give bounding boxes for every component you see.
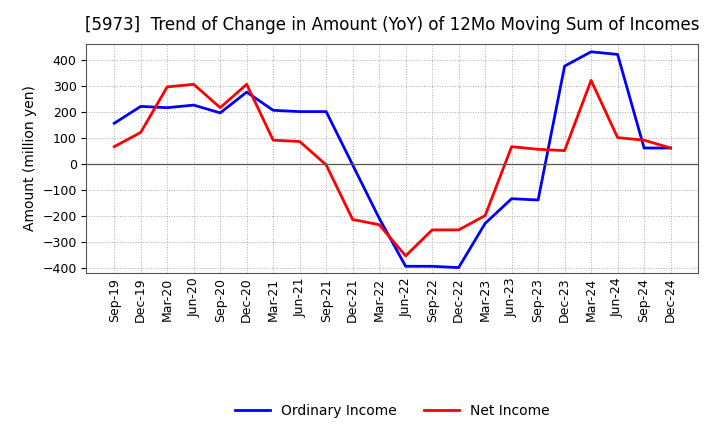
Line: Ordinary Income: Ordinary Income [114, 52, 670, 268]
Net Income [481, 213, 490, 218]
Ordinary Income [534, 198, 542, 203]
Ordinary Income [269, 108, 277, 113]
Net Income [560, 148, 569, 153]
Net Income [587, 78, 595, 83]
Ordinary Income [163, 105, 171, 110]
Net Income [534, 147, 542, 152]
Ordinary Income [560, 63, 569, 69]
Net Income [666, 145, 675, 150]
Net Income [216, 105, 225, 110]
Ordinary Income [243, 89, 251, 95]
Ordinary Income [110, 121, 119, 126]
Ordinary Income [136, 104, 145, 109]
Net Income [348, 217, 357, 222]
Net Income [136, 130, 145, 135]
Ordinary Income [295, 109, 304, 114]
Ordinary Income [401, 264, 410, 269]
Net Income [189, 82, 198, 87]
Ordinary Income [640, 145, 649, 150]
Net Income [295, 139, 304, 144]
Net Income [613, 135, 622, 140]
Net Income [428, 227, 436, 232]
Y-axis label: Amount (million yen): Amount (million yen) [23, 85, 37, 231]
Net Income [454, 227, 463, 232]
Net Income [110, 144, 119, 149]
Ordinary Income [216, 110, 225, 116]
Net Income [401, 253, 410, 259]
Line: Net Income: Net Income [114, 81, 670, 256]
Net Income [375, 222, 384, 227]
Ordinary Income [428, 264, 436, 269]
Title: [5973]  Trend of Change in Amount (YoY) of 12Mo Moving Sum of Incomes: [5973] Trend of Change in Amount (YoY) o… [85, 16, 700, 34]
Net Income [163, 84, 171, 90]
Ordinary Income [587, 49, 595, 55]
Ordinary Income [508, 196, 516, 202]
Ordinary Income [375, 216, 384, 221]
Ordinary Income [481, 221, 490, 226]
Ordinary Income [613, 52, 622, 57]
Legend: Ordinary Income, Net Income: Ordinary Income, Net Income [230, 399, 555, 424]
Ordinary Income [454, 265, 463, 270]
Ordinary Income [322, 109, 330, 114]
Ordinary Income [348, 162, 357, 168]
Net Income [508, 144, 516, 149]
Net Income [640, 138, 649, 143]
Net Income [322, 162, 330, 168]
Net Income [243, 82, 251, 87]
Ordinary Income [189, 103, 198, 108]
Net Income [269, 138, 277, 143]
Ordinary Income [666, 145, 675, 150]
